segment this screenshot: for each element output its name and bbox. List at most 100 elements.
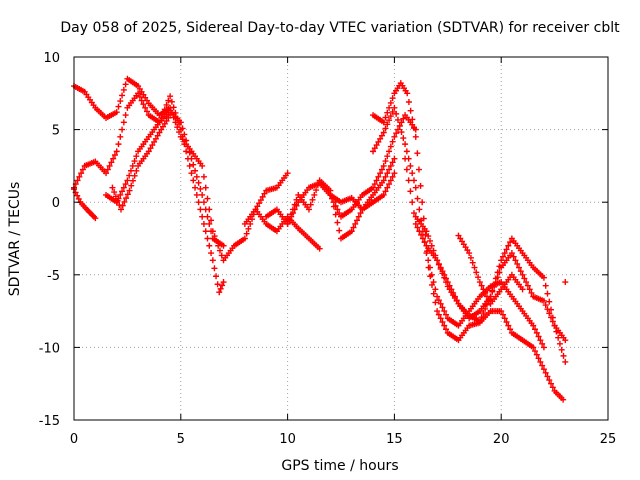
data-point xyxy=(179,133,186,140)
data-point xyxy=(409,116,416,123)
data-point xyxy=(402,141,409,148)
data-point xyxy=(562,279,569,286)
data-point xyxy=(259,193,266,200)
data-point xyxy=(535,333,542,340)
data-point xyxy=(327,191,334,198)
data-point xyxy=(154,132,161,139)
data-point xyxy=(117,98,124,105)
data-point xyxy=(425,257,432,264)
data-point xyxy=(491,281,498,288)
data-point xyxy=(74,192,81,199)
data-point xyxy=(122,181,129,188)
data-point xyxy=(129,162,136,169)
data-point xyxy=(505,322,512,329)
data-point xyxy=(537,337,544,344)
data-point xyxy=(540,297,547,304)
data-point xyxy=(131,158,138,165)
data-point xyxy=(400,115,407,122)
data-point xyxy=(542,369,549,376)
data-point xyxy=(79,166,86,173)
data-point xyxy=(332,211,339,218)
data-point xyxy=(521,275,528,282)
data-point xyxy=(560,396,567,403)
data-point xyxy=(193,173,200,180)
data-point xyxy=(293,202,300,209)
data-point xyxy=(539,340,546,347)
data-point xyxy=(540,274,547,281)
data-point xyxy=(386,117,393,124)
data-point xyxy=(386,166,393,173)
x-tick-label: 5 xyxy=(177,432,185,447)
data-point xyxy=(254,203,261,210)
data-point xyxy=(112,193,119,200)
data-point xyxy=(305,206,312,213)
data-point xyxy=(382,158,389,165)
data-point xyxy=(76,173,83,180)
data-point xyxy=(329,195,336,202)
data-point xyxy=(382,125,389,132)
data-point xyxy=(441,274,448,281)
data-point xyxy=(316,245,323,252)
data-point xyxy=(183,148,190,155)
data-point xyxy=(382,114,389,121)
data-point xyxy=(311,191,318,198)
data-point xyxy=(133,167,140,174)
data-point xyxy=(183,137,190,144)
data-point xyxy=(414,150,421,157)
data-point xyxy=(492,275,499,282)
data-point xyxy=(206,220,213,227)
data-point xyxy=(494,269,501,276)
data-point xyxy=(174,124,181,131)
data-point xyxy=(539,362,546,369)
data-point xyxy=(435,311,442,318)
data-point xyxy=(119,202,126,209)
data-point xyxy=(416,228,423,235)
data-point xyxy=(517,268,524,275)
data-point xyxy=(546,310,553,317)
data-point xyxy=(394,116,401,123)
data-point xyxy=(120,184,127,191)
data-point xyxy=(348,228,355,235)
data-point xyxy=(533,351,540,358)
data-point xyxy=(419,235,426,242)
data-point xyxy=(334,219,341,226)
data-point xyxy=(211,265,218,272)
data-point xyxy=(499,311,506,318)
data-point xyxy=(391,170,398,177)
data-point xyxy=(200,173,207,180)
data-point xyxy=(382,173,389,180)
data-point xyxy=(190,161,197,168)
data-point xyxy=(220,242,227,249)
data-point xyxy=(389,95,396,102)
x-tick-label: 15 xyxy=(386,432,403,447)
data-point xyxy=(421,239,428,246)
data-point xyxy=(498,257,505,264)
data-point xyxy=(485,297,492,304)
data-point xyxy=(412,184,419,191)
data-point xyxy=(404,90,411,97)
data-point xyxy=(405,99,412,106)
data-point xyxy=(133,153,140,160)
data-point xyxy=(476,279,483,286)
series-track-n xyxy=(455,232,526,307)
data-point xyxy=(104,166,111,173)
data-point xyxy=(195,179,202,186)
data-point xyxy=(220,279,227,286)
data-point xyxy=(247,220,254,227)
data-point xyxy=(190,177,197,184)
data-point xyxy=(129,177,136,184)
data-point xyxy=(176,121,183,128)
data-point xyxy=(430,247,437,254)
x-tick-label: 25 xyxy=(600,432,617,447)
data-point xyxy=(384,153,391,160)
data-point xyxy=(430,290,437,297)
data-point xyxy=(172,109,179,116)
data-point xyxy=(261,190,268,197)
data-point xyxy=(398,129,405,136)
data-point xyxy=(443,311,450,318)
data-point xyxy=(410,210,417,217)
data-point xyxy=(396,122,403,129)
data-point xyxy=(387,177,394,184)
data-point xyxy=(415,166,422,173)
data-point xyxy=(371,181,378,188)
